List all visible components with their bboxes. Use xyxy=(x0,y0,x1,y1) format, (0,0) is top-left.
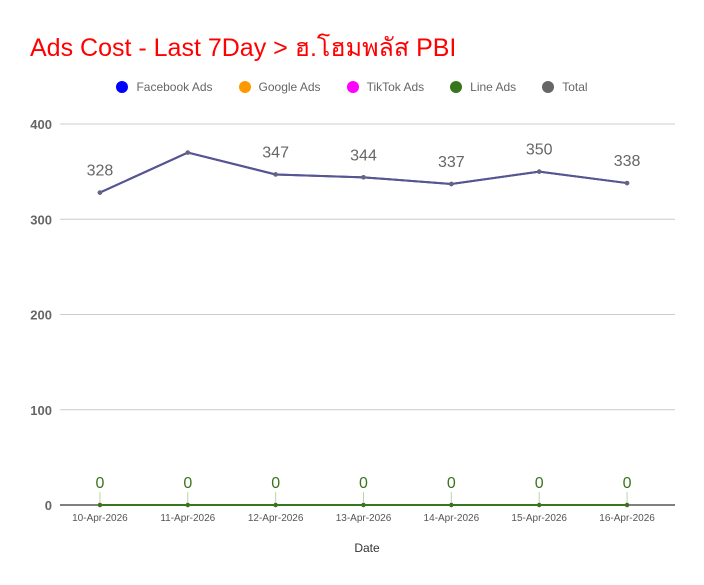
x-tick-label: 10-Apr-2026 xyxy=(72,513,128,524)
x-tick-label: 11-Apr-2026 xyxy=(160,513,215,524)
legend-item-total[interactable]: Total xyxy=(542,80,588,94)
data-point-total xyxy=(97,190,103,195)
data-label-line-ads: 0 xyxy=(95,475,104,492)
legend-swatch xyxy=(346,81,359,93)
data-label-total: 350 xyxy=(526,142,553,159)
data-point-total xyxy=(361,175,366,180)
legend-label: Total xyxy=(562,80,588,94)
data-label-total: 347 xyxy=(262,144,289,161)
data-point-line-ads xyxy=(449,502,454,508)
legend: Facebook Ads Google Ads TikTok Ads Line Ads… xyxy=(0,80,704,94)
x-tick-label: 16-Apr-2026 xyxy=(599,513,655,524)
legend-item-line-ads[interactable]: Line Ads xyxy=(450,80,516,94)
data-label-total: 338 xyxy=(614,153,641,170)
data-point-total xyxy=(185,150,190,155)
data-point-line-ads xyxy=(537,502,542,508)
y-tick-label: 100 xyxy=(30,403,52,418)
legend-label: TikTok Ads xyxy=(366,80,425,94)
legend-label: Line Ads xyxy=(470,80,517,94)
y-tick-label: 0 xyxy=(45,498,52,513)
y-tick-label: 200 xyxy=(30,308,52,323)
data-label-line-ads: 0 xyxy=(535,475,544,492)
data-label-line-ads: 0 xyxy=(447,475,456,492)
data-label-line-ads: 0 xyxy=(271,475,280,492)
data-label-total: 337 xyxy=(438,154,465,171)
x-tick-label: 15-Apr-2026 xyxy=(511,513,567,524)
legend-swatch xyxy=(116,81,129,93)
legend-swatch xyxy=(450,81,463,93)
y-tick-label: 400 xyxy=(30,117,52,132)
data-point-total xyxy=(449,181,454,187)
data-point-line-ads xyxy=(97,502,103,508)
data-point-line-ads xyxy=(624,502,630,508)
legend-swatch xyxy=(542,81,555,93)
data-point-total xyxy=(624,180,630,186)
data-point-total xyxy=(273,172,278,177)
data-label-line-ads: 0 xyxy=(359,475,368,492)
legend-item-tiktok-ads[interactable]: TikTok Ads xyxy=(346,80,425,94)
data-label-total: 344 xyxy=(350,147,377,164)
legend-item-facebook-ads[interactable]: Facebook Ads xyxy=(116,80,213,94)
chart-title: Ads Cost - Last 7Day > ฮ.โฮมพลัส PBI xyxy=(30,34,457,62)
legend-label: Facebook Ads xyxy=(136,80,213,94)
legend-label: Google Ads xyxy=(258,80,321,94)
data-point-line-ads xyxy=(361,502,366,508)
data-point-total xyxy=(537,169,542,174)
data-label-line-ads: 0 xyxy=(623,475,632,492)
legend-item-google-ads[interactable]: Google Ads xyxy=(238,80,321,94)
x-tick-label: 12-Apr-2026 xyxy=(248,513,304,524)
legend-swatch xyxy=(238,81,251,93)
x-axis-label: Date xyxy=(354,541,380,555)
x-tick-label: 13-Apr-2026 xyxy=(336,513,392,524)
x-tick-label: 14-Apr-2026 xyxy=(424,513,480,524)
data-label-total: 328 xyxy=(87,163,114,180)
data-label-line-ads: 0 xyxy=(183,475,192,492)
data-point-line-ads xyxy=(185,502,190,508)
data-point-line-ads xyxy=(273,502,278,508)
y-tick-label: 300 xyxy=(30,212,52,227)
